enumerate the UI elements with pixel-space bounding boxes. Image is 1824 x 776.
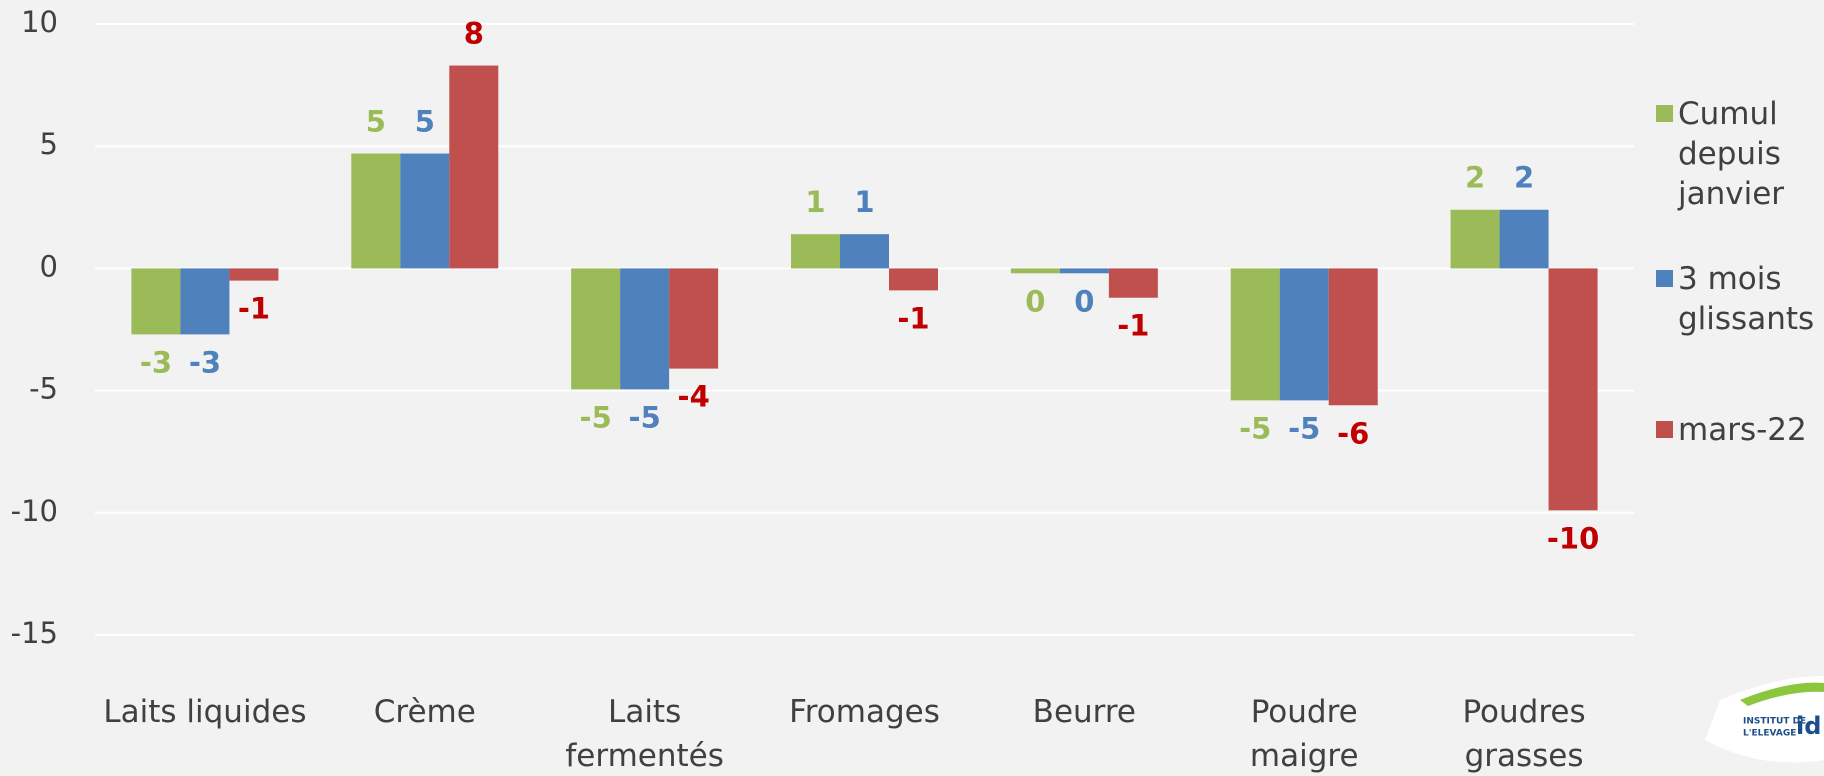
bar — [620, 268, 670, 390]
bar — [449, 65, 499, 269]
legend-label: mars-22 — [1678, 412, 1807, 448]
bar — [1059, 268, 1109, 274]
logo-shape — [1705, 675, 1824, 763]
y-tick-label: 5 — [40, 127, 58, 161]
bar — [840, 234, 889, 269]
bar — [180, 268, 230, 335]
value-label: 1 — [854, 185, 874, 219]
x-tick-label: Laits fermentés — [565, 694, 724, 774]
legend-label: Cumul depuis janvier — [1678, 96, 1785, 212]
value-label: -6 — [1337, 416, 1369, 450]
bar — [1279, 268, 1329, 401]
x-tick-label: Laits liquides — [103, 694, 307, 730]
value-label: -3 — [140, 345, 172, 379]
bar — [1328, 268, 1378, 406]
y-tick-label: -10 — [11, 494, 58, 528]
bar — [400, 153, 450, 269]
x-tick-label: Crème — [373, 694, 476, 730]
value-label: 1 — [805, 185, 825, 219]
x-tick-label: Beurre — [1032, 694, 1136, 730]
value-label: -4 — [678, 380, 710, 414]
value-label: 0 — [1025, 284, 1045, 318]
bar — [1450, 209, 1500, 269]
bar — [1108, 268, 1158, 298]
bar — [1010, 268, 1060, 274]
legend-label: 3 mois glissants — [1678, 261, 1815, 337]
y-tick-label: 0 — [40, 249, 58, 283]
x-tick-label: Fromages — [789, 694, 940, 730]
bar — [791, 234, 840, 269]
value-label: -5 — [1288, 411, 1320, 445]
legend-swatch — [1656, 270, 1673, 287]
y-tick-label: -15 — [11, 616, 58, 650]
legend-swatch — [1656, 105, 1673, 122]
logo-text: L'ELEVAGE — [1743, 729, 1796, 739]
value-label: -5 — [629, 400, 661, 434]
y-tick-label: -5 — [29, 372, 58, 406]
value-label: -1 — [897, 301, 929, 335]
value-label: -10 — [1547, 521, 1599, 555]
value-label: -1 — [238, 292, 270, 326]
value-label: 8 — [464, 17, 484, 51]
bar — [1548, 268, 1598, 511]
bar — [1230, 268, 1280, 401]
bar — [351, 153, 401, 269]
bar — [1499, 209, 1549, 269]
value-label: 5 — [415, 105, 435, 139]
bar — [229, 268, 279, 281]
value-label: -5 — [580, 400, 612, 434]
bar — [669, 268, 719, 369]
legend-swatch — [1656, 421, 1673, 438]
x-tick-label: Poudres grasses — [1462, 694, 1586, 774]
bar — [571, 268, 621, 390]
bar — [889, 268, 938, 291]
value-label: 5 — [366, 105, 386, 139]
value-label: 2 — [1514, 161, 1534, 195]
value-label: -5 — [1239, 411, 1271, 445]
value-label: -1 — [1117, 309, 1149, 343]
logo-swoosh — [1740, 682, 1824, 706]
value-label: 2 — [1465, 161, 1485, 195]
y-tick-label: 10 — [21, 5, 58, 39]
value-label: 0 — [1074, 284, 1094, 318]
x-tick-label: Poudre maigre — [1249, 694, 1359, 774]
bar — [131, 268, 181, 335]
value-label: -3 — [189, 345, 221, 379]
logo-text: INSTITUT DE — [1743, 717, 1806, 727]
logo-brand: id — [1796, 712, 1821, 740]
